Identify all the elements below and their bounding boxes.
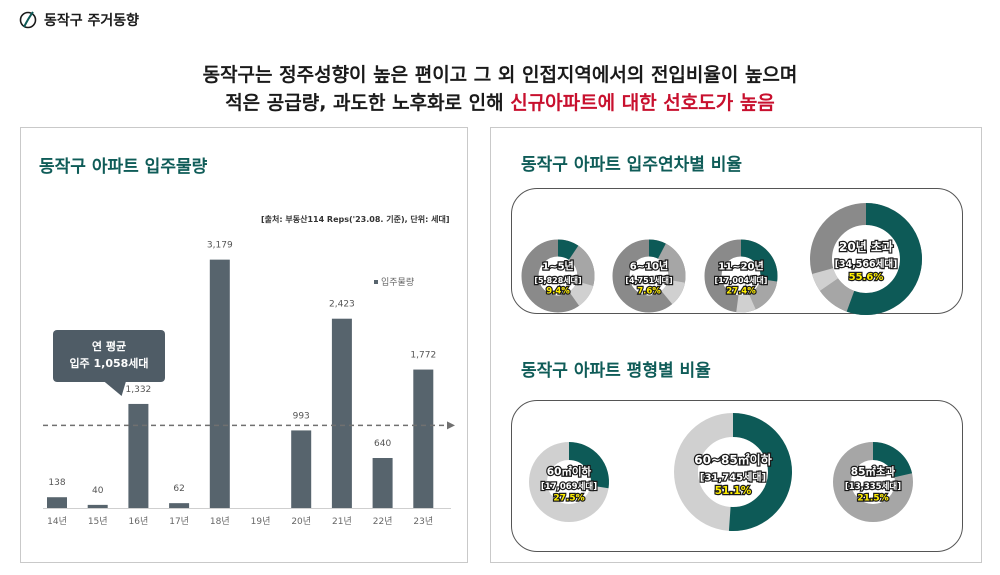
donut-label-percent: 27.4% xyxy=(726,287,756,297)
headline-line-2-plain: 적은 공급량, 과도한 노후화로 인해 xyxy=(225,92,511,114)
x-tick-label: 16년 xyxy=(129,516,149,527)
donut-label-count: [13,335세대] xyxy=(845,481,901,492)
donut-label-count: [34,566세대] xyxy=(835,258,898,270)
x-tick-label: 18년 xyxy=(210,516,230,527)
x-tick-label: 17년 xyxy=(169,516,189,527)
bar xyxy=(291,430,312,508)
donut-chart: 60㎡이하 [17,069세대] 27.5% xyxy=(529,442,609,522)
donut-highlight-segment xyxy=(557,239,579,261)
brand-title: 동작구 주거동향 xyxy=(44,13,140,29)
bar-value-label: 1,332 xyxy=(126,385,152,395)
brand: 동작구 주거동향 xyxy=(18,10,139,30)
x-tick-label: 23년 xyxy=(413,516,433,527)
donut-highlight-segment xyxy=(568,442,609,489)
donut-label-percent: 7.6% xyxy=(637,287,661,297)
donut-chart: 85㎡초과 [13,335세대] 21.5% xyxy=(833,442,913,522)
legend-label: 입주물량 xyxy=(381,276,414,288)
donut-label-count: [17,004세대] xyxy=(715,275,768,285)
average-callout: 연 평균 입주 1,058세대 xyxy=(53,330,165,382)
donut-label-count: [31,745세대] xyxy=(700,471,766,484)
donut-label-percent: 55.6% xyxy=(849,272,884,283)
headline-line-2: 적은 공급량, 과도한 노후화로 인해 신규아파트에 대한 선호도가 높음 xyxy=(0,88,1000,115)
bar xyxy=(413,369,434,508)
donut-label-title: 85㎡초과 xyxy=(851,465,896,478)
donut-label-title: 60~85㎡이하 xyxy=(694,452,772,467)
bar xyxy=(331,318,352,508)
donut-label-percent: 21.5% xyxy=(857,494,888,504)
legend-swatch xyxy=(374,280,378,284)
size-ratio-title: 동작구 아파트 평형별 비율 xyxy=(521,361,711,381)
bar xyxy=(128,403,149,508)
donut-label-title: 6~10년 xyxy=(630,260,668,273)
average-line-arrow xyxy=(447,421,455,430)
ratio-donut-charts: 1~5년 [5,828세대] 9.4% 6~10년 [4,751세대] 7.6% 11~20… xyxy=(521,203,922,531)
donut-highlight-segment xyxy=(872,442,913,478)
x-tick-label: 21년 xyxy=(332,516,352,527)
ratio-panel: 동작구 아파트 입주연차별 비율 동작구 아파트 평형별 비율 1~5년 [5,8… xyxy=(490,127,982,563)
donut-other-segment xyxy=(660,279,685,305)
bar xyxy=(47,497,67,508)
bar-value-label: 62 xyxy=(173,484,184,494)
donut-highlight-segment xyxy=(846,203,922,315)
average-callout-line-2: 입주 1,058세대 xyxy=(69,357,149,370)
supply-panel: 동작구 아파트 입주물량 [출처: 부동산114 Reps('23.08. 기준… xyxy=(20,127,468,563)
bar-value-label: 138 xyxy=(48,478,65,488)
bar xyxy=(209,259,230,508)
bar-value-label: 640 xyxy=(374,439,391,449)
donut-label-title: 1~5년 xyxy=(542,260,574,273)
donut-other-segment xyxy=(812,267,839,291)
supply-panel-title: 동작구 아파트 입주물량 xyxy=(39,157,208,177)
donut-other-segment xyxy=(748,278,778,310)
donut-highlight-segment xyxy=(648,239,666,259)
donut-chart: 20년 초과 [34,566세대] 55.6% xyxy=(810,203,922,315)
donut-other-segment xyxy=(568,245,595,286)
donut-chart: 1~5년 [5,828세대] 9.4% xyxy=(521,239,595,313)
donut-other-segment xyxy=(657,243,686,283)
donut-chart: 6~10년 [4,751세대] 7.6% xyxy=(612,239,686,313)
x-tick-label: 22년 xyxy=(373,516,393,527)
donut-other-segment xyxy=(736,293,756,313)
source-note: [출처: 부동산114 Reps('23.08. 기준), 단위: 세대] xyxy=(261,215,450,224)
donut-label-percent: 27.5% xyxy=(553,494,584,504)
bar xyxy=(372,458,393,508)
bar-value-label: 3,179 xyxy=(207,241,233,251)
bar-value-label: 2,423 xyxy=(329,300,355,310)
age-ratio-title: 동작구 아파트 입주연차별 비율 xyxy=(521,155,743,175)
donut-other-segment xyxy=(568,280,594,306)
donut-label-count: [5,828세대] xyxy=(534,275,581,285)
donut-label-title: 20년 초과 xyxy=(839,239,893,254)
donut-highlight-segment xyxy=(740,239,778,282)
bar-value-label: 40 xyxy=(92,486,104,496)
x-tick-label: 14년 xyxy=(47,516,67,527)
headline-line-2-highlight: 신규아파트에 대한 선호도가 높음 xyxy=(510,92,775,114)
donut-highlight-segment xyxy=(728,413,792,531)
brand-logo-icon xyxy=(19,11,37,29)
donut-other-segment xyxy=(819,277,855,312)
donut-label-count: [17,069세대] xyxy=(541,481,597,492)
donut-label-count: [4,751세대] xyxy=(625,275,672,285)
headline-line-1: 동작구는 정주성향이 높은 편이고 그 외 인접지역에서의 전입비율이 높으며 xyxy=(202,64,798,86)
donut-label-title: 60㎡이하 xyxy=(547,465,592,478)
bar-value-label: 1,772 xyxy=(410,351,436,361)
donut-chart: 60~85㎡이하 [31,745세대]51.1% xyxy=(674,413,792,531)
x-tick-label: 20년 xyxy=(291,516,311,527)
bar xyxy=(87,504,108,508)
donut-chart: 11~20년 [17,004세대] 27.4% xyxy=(704,239,778,313)
donut-label-percent: 51.1% xyxy=(715,485,752,497)
supply-bar-chart: 138 14년 40 15년 1,332 16년 62 17년 3,179 18년 19년 993 20… xyxy=(43,241,455,527)
bar xyxy=(169,503,190,508)
x-tick-label: 15년 xyxy=(88,516,108,527)
average-callout-line-1: 연 평균 xyxy=(91,340,127,353)
donut-label-title: 11~20년 xyxy=(718,260,763,273)
x-tick-label: 19년 xyxy=(251,516,271,527)
bar-value-label: 993 xyxy=(293,411,310,421)
donut-label-percent: 9.4% xyxy=(546,287,570,297)
